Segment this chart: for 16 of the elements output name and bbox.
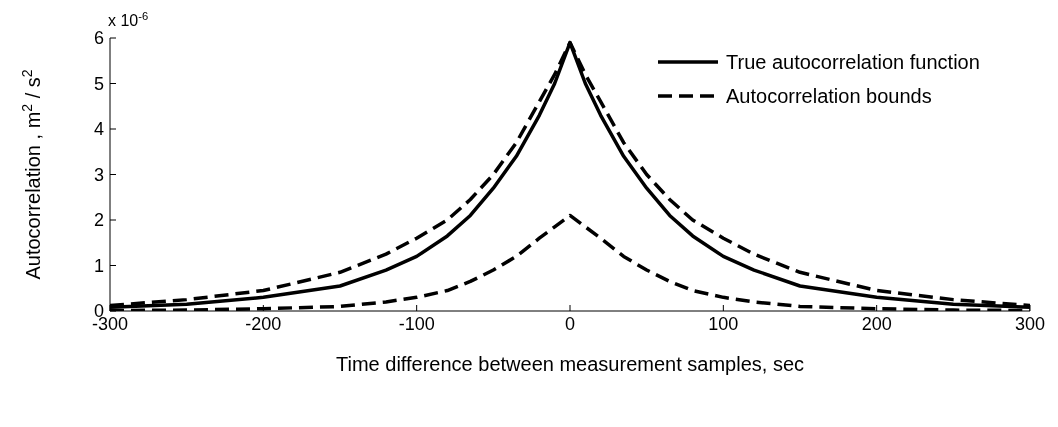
x-tick-label: 200 — [861, 313, 892, 334]
y-tick-label: 5 — [93, 73, 104, 94]
y-tick-label: 3 — [93, 164, 104, 185]
text: x 10$^{-6}$ — [108, 10, 149, 29]
y-tick-label: 6 — [93, 28, 104, 49]
legend-label: Autocorrelation bounds — [726, 85, 932, 107]
y-tick-label: 1 — [93, 255, 104, 276]
x-tick-label: 300 — [1014, 313, 1046, 334]
legend-label: True autocorrelation function — [726, 51, 980, 73]
x-tick-label: -100 — [398, 313, 435, 334]
x-tick-label: 100 — [708, 313, 739, 334]
y-tick-label: 4 — [93, 119, 104, 140]
x-axis-title: Time difference between measurement samples, sec — [336, 353, 804, 375]
x-tick-label: 0 — [564, 313, 576, 334]
x-tick-label: -200 — [245, 313, 282, 334]
y-tick-label: 2 — [93, 210, 104, 231]
